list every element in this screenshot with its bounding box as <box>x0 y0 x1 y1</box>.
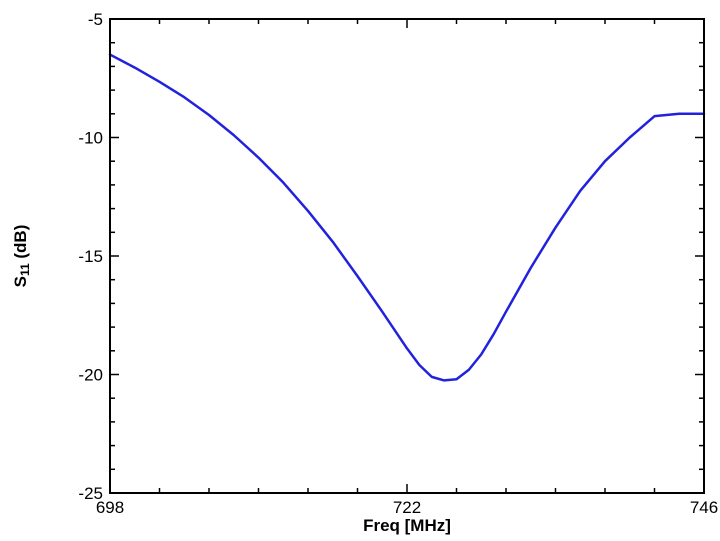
y-tick-label: -15 <box>78 247 103 266</box>
y-tick-label: -20 <box>78 366 103 385</box>
x-tick-labels: 698 722 746 <box>96 498 718 517</box>
y-axis-title-main: S <box>11 276 30 287</box>
x-tick-label: 746 <box>690 498 718 517</box>
y-tick-label: -5 <box>88 10 103 29</box>
s11-series-line <box>108 53 706 382</box>
y-tick-labels: -5 -10 -15 -20 -25 <box>78 10 103 503</box>
tick-marks <box>109 18 705 494</box>
y-axis-title-unit: (dB) <box>11 225 30 264</box>
y-tick-label: -10 <box>78 129 103 148</box>
series-layer <box>108 53 706 382</box>
plot-frame <box>109 18 705 494</box>
x-tick-label: 698 <box>96 498 124 517</box>
y-axis-title: S11 (dB) <box>11 225 32 288</box>
y-tick-label: -25 <box>78 484 103 503</box>
x-axis-title: Freq [MHz] <box>363 516 451 535</box>
y-axis-title-subscript: 11 <box>18 263 32 276</box>
x-tick-label: 722 <box>393 498 421 517</box>
